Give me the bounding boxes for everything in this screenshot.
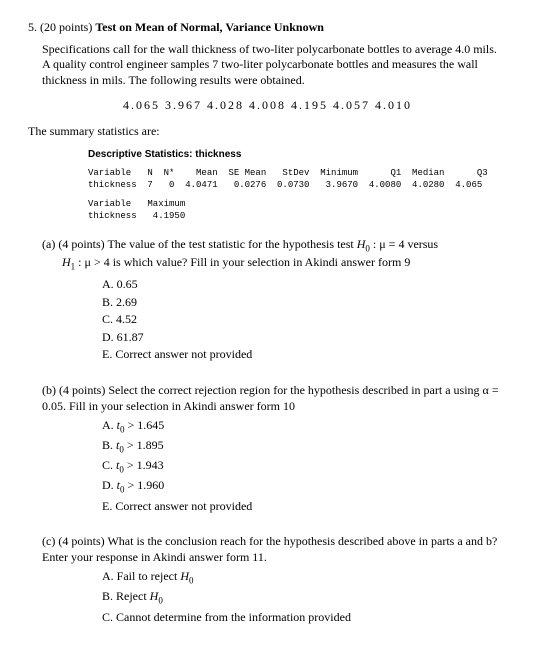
option-a-A: A. 0.65 <box>102 277 507 293</box>
stats-row2: thickness 4.1950 <box>88 210 507 223</box>
option-a-B: B. 2.69 <box>102 295 507 311</box>
summary-intro: The summary statistics are: <box>28 124 507 140</box>
option-c-C: C. Cannot determine from the information… <box>102 610 507 626</box>
part-c: (c) (4 points) What is the conclusion re… <box>42 534 507 625</box>
option-a-C: C. 4.52 <box>102 312 507 328</box>
question-header: 5. (20 points) Test on Mean of Normal, V… <box>28 20 507 36</box>
specification-text: Specifications call for the wall thickne… <box>42 42 507 89</box>
option-b-C: C. t0 > 1.943 <box>102 458 507 476</box>
part-a-options: A. 0.65 B. 2.69 C. 4.52 D. 61.87 E. Corr… <box>102 277 507 363</box>
option-a-E: E. Correct answer not provided <box>102 347 507 363</box>
option-b-B: B. t0 > 1.895 <box>102 438 507 456</box>
stats-title: Descriptive Statistics: thickness <box>88 148 507 161</box>
part-b-text: Select the correct rejection region for … <box>42 383 499 413</box>
stats-row1: thickness 7 0 4.0471 0.0276 0.0730 3.967… <box>88 179 507 192</box>
h0-rest: : μ = 4 versus <box>370 237 438 251</box>
option-b-E: E. Correct answer not provided <box>102 499 507 515</box>
part-b-options: A. t0 > 1.645 B. t0 > 1.895 C. t0 > 1.94… <box>102 418 507 514</box>
h1-rest: : μ > 4 is which value? Fill in your sel… <box>75 255 410 269</box>
part-a: (a) (4 points) The value of the test sta… <box>42 237 507 363</box>
part-c-text: What is the conclusion reach for the hyp… <box>42 534 497 564</box>
stats-block: Descriptive Statistics: thickness Variab… <box>88 148 507 223</box>
option-a-D: D. 61.87 <box>102 330 507 346</box>
part-a-text1: The value of the test statistic for the … <box>107 237 356 251</box>
stats-header2: Variable Maximum <box>88 198 507 211</box>
part-c-label: (c) (4 points) <box>42 534 105 548</box>
option-c-A: A. Fail to reject H0 <box>102 569 507 587</box>
part-c-options: A. Fail to reject H0 B. Reject H0 C. Can… <box>102 569 507 625</box>
question-number: 5. <box>28 20 37 34</box>
option-b-A: A. t0 > 1.645 <box>102 418 507 436</box>
option-b-D: D. t0 > 1.960 <box>102 478 507 496</box>
part-a-label: (a) (4 points) <box>42 237 105 251</box>
part-b-label: (b) (4 points) <box>42 383 105 397</box>
part-a-line2: H1 : μ > 4 is which value? Fill in your … <box>62 255 507 273</box>
data-values: 4.065 3.967 4.028 4.008 4.195 4.057 4.01… <box>28 98 507 114</box>
stats-header: Variable N N* Mean SE Mean StDev Minimum… <box>88 167 507 180</box>
part-b: (b) (4 points) Select the correct reject… <box>42 383 507 514</box>
question-points: (20 points) <box>40 20 92 34</box>
option-c-B: B. Reject H0 <box>102 589 507 607</box>
h1-symbol: H <box>62 255 71 269</box>
question-title: Test on Mean of Normal, Variance Unknown <box>95 20 324 34</box>
